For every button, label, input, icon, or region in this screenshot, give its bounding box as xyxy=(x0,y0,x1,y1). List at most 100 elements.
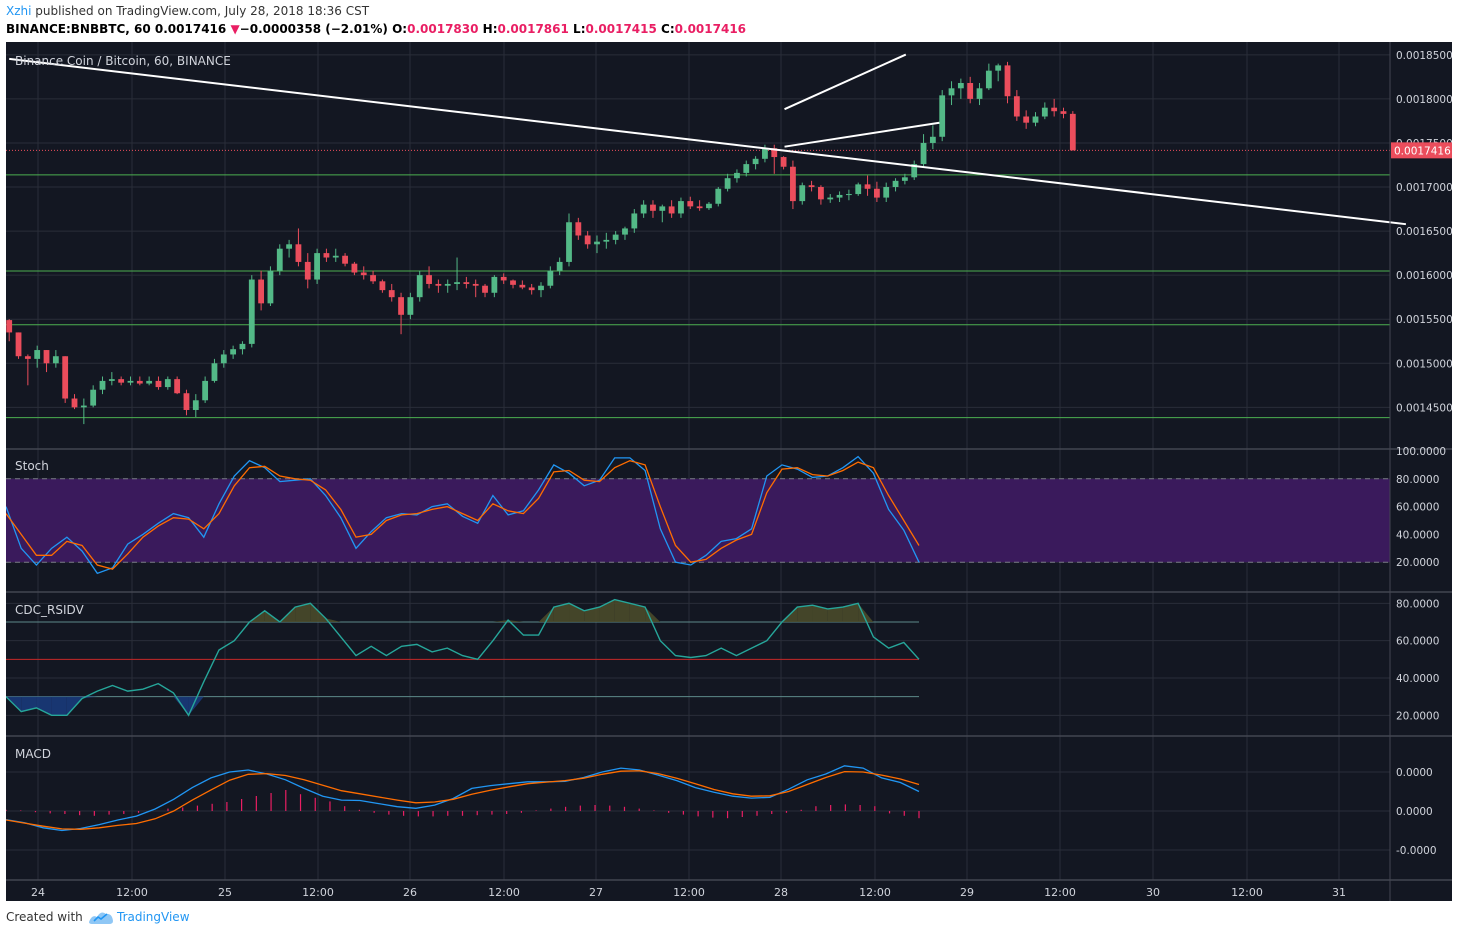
candle-body xyxy=(603,239,610,242)
rsi-overbought-fill xyxy=(827,607,843,622)
candle-body xyxy=(230,349,237,355)
candle-body xyxy=(202,380,209,401)
candle-body xyxy=(108,379,115,381)
pane-separators[interactable] xyxy=(6,42,1452,901)
y-tick-label: 0.0016000 xyxy=(1396,270,1452,282)
candle-body xyxy=(146,380,153,384)
rsi-line xyxy=(5,598,920,717)
candle-body xyxy=(678,201,684,214)
candle-body xyxy=(519,284,526,288)
y-tick-label: 0.0014500 xyxy=(1396,402,1452,414)
macd-signal-line xyxy=(5,770,920,830)
tradingview-logo-icon[interactable] xyxy=(88,908,114,926)
rsi-overbought-fill xyxy=(295,603,311,622)
rsi-overbought-fill xyxy=(325,618,341,622)
candle-body xyxy=(734,172,740,179)
y-tick-label: 20.0000 xyxy=(1396,710,1439,722)
candle-body xyxy=(90,389,97,406)
candle-body xyxy=(360,272,367,276)
rsi-overbought-fill xyxy=(569,603,585,622)
candle-body xyxy=(6,320,13,333)
candle-body xyxy=(248,279,255,344)
candle-body xyxy=(43,350,50,364)
candle-body xyxy=(967,83,974,99)
high-label: H: xyxy=(482,22,498,36)
rsi-oversold-fill xyxy=(188,696,204,716)
candle-body xyxy=(370,275,376,282)
candle-body xyxy=(444,283,451,286)
candle-body xyxy=(948,88,955,96)
candle-body xyxy=(454,282,460,284)
candle-body xyxy=(808,185,815,188)
candle-body xyxy=(71,398,78,408)
chart-title: Binance Coin / Bitcoin, 60, BINANCE xyxy=(15,54,231,68)
candle-body xyxy=(510,280,516,285)
candle-body xyxy=(24,356,31,359)
candle-body xyxy=(846,194,852,196)
candle-body xyxy=(976,88,983,99)
y-tick-label: 0.0000 xyxy=(1396,806,1433,818)
y-tick-label: 100.0000 xyxy=(1396,446,1446,458)
indicator-lines xyxy=(5,455,920,832)
candle-body xyxy=(435,283,442,286)
x-tick-label: 25 xyxy=(218,886,232,899)
candle-body xyxy=(612,234,619,240)
price-tag-box xyxy=(1391,142,1452,159)
stoch-k-line xyxy=(5,455,920,575)
trend-line[interactable] xyxy=(784,121,940,148)
candle-body xyxy=(883,187,890,198)
candle-body xyxy=(995,65,1002,71)
open-value: 0.0017830 xyxy=(407,22,479,36)
candle-body xyxy=(62,356,69,399)
axes: 24 12:00 25 12:00 26 12:00 27 12:00 28 12:00 29 12:… xyxy=(31,50,1453,899)
candle-body xyxy=(584,235,591,245)
candle-body xyxy=(547,270,554,286)
candle-body xyxy=(1032,116,1039,123)
candle-body xyxy=(920,142,927,165)
trend-line[interactable] xyxy=(9,57,1407,226)
open-label: O: xyxy=(392,22,408,36)
high-value: 0.0017861 xyxy=(497,22,569,36)
publish-line: Xzhi published on TradingView.com, July … xyxy=(6,4,369,18)
chart-svg[interactable]: 24 12:00 25 12:00 26 12:00 27 12:00 28 12:00 29 12:… xyxy=(5,42,1453,901)
x-tick-label: 12:00 xyxy=(1044,886,1076,899)
author-link[interactable]: Xzhi xyxy=(6,4,32,18)
x-tick-label: 12:00 xyxy=(302,886,334,899)
chart-area[interactable]: 24 12:00 25 12:00 26 12:00 27 12:00 28 12:00 29 12:… xyxy=(5,42,1453,901)
candle-body xyxy=(836,194,843,198)
x-tick-label: 12:00 xyxy=(116,886,148,899)
candle-body xyxy=(538,285,544,291)
candle-body xyxy=(556,261,563,271)
candle-body xyxy=(211,363,218,381)
candle-body xyxy=(1013,96,1020,117)
candle-body xyxy=(743,164,750,173)
low-value: 0.0017415 xyxy=(585,22,657,36)
candle-body xyxy=(631,213,638,229)
candle-body xyxy=(818,187,824,200)
ohlc-line: BINANCE:BNBBTC, 60 0.0017416 ▼−0.0000358… xyxy=(6,22,746,36)
candle-body xyxy=(957,83,964,89)
candle-body xyxy=(192,400,199,410)
candle-body xyxy=(472,283,479,286)
candle-body xyxy=(351,263,358,273)
x-tick-label: 26 xyxy=(403,886,417,899)
candle-body xyxy=(463,282,470,284)
rsi-overbought-fill xyxy=(645,607,661,622)
candle-body xyxy=(183,393,190,410)
candle-body xyxy=(276,248,283,271)
candle-body xyxy=(762,148,768,159)
candle-body xyxy=(566,222,572,262)
tradingview-brand-link[interactable]: TradingView xyxy=(117,910,190,924)
candle-body xyxy=(752,158,759,165)
y-tick-label: 0.0015000 xyxy=(1396,358,1452,370)
candle-body xyxy=(911,164,918,178)
candle-body xyxy=(482,285,488,293)
y-tick-label: 0.0016500 xyxy=(1396,226,1452,238)
candle-body xyxy=(687,201,694,207)
trend-line[interactable] xyxy=(784,53,907,111)
trend-lines[interactable] xyxy=(9,53,1407,226)
candle-body xyxy=(528,287,535,291)
candle-body xyxy=(901,177,908,181)
candle-body xyxy=(1004,65,1011,97)
candle-body xyxy=(873,188,880,198)
